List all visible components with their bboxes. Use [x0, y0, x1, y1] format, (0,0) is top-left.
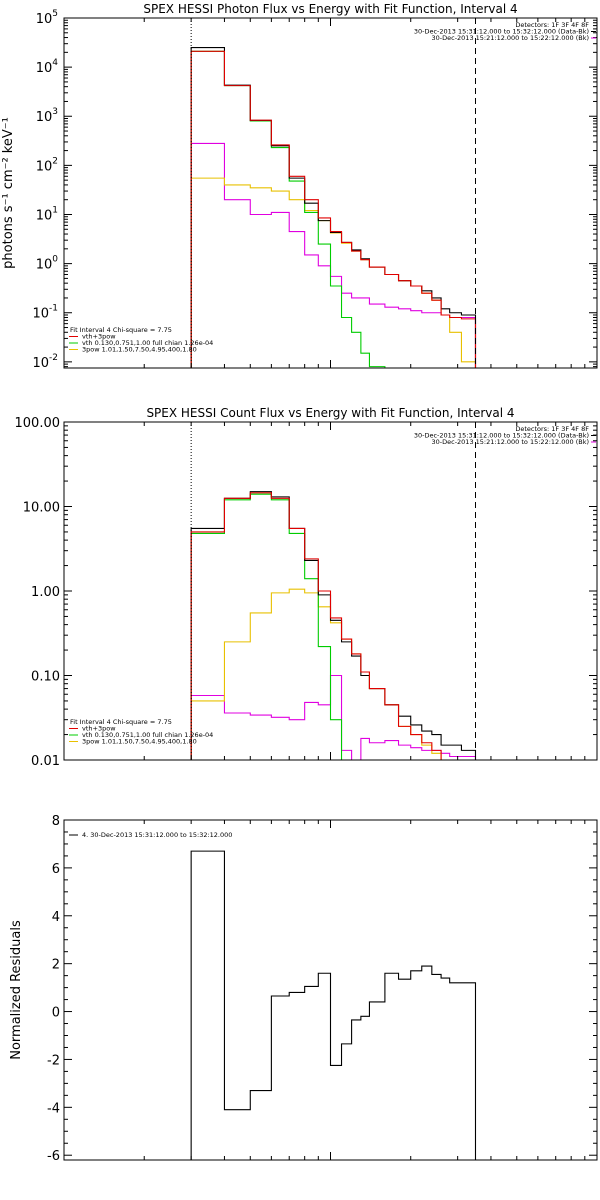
- resid-series-group: [190, 850, 477, 1160]
- count-ytick-label: 1.00: [31, 585, 60, 600]
- count-chart: SPEX HESSI Count Flux vs Energy with Fit…: [15, 406, 598, 769]
- resid-series-total: [190, 850, 477, 1160]
- photon-ytick-label: 10-1: [32, 304, 58, 322]
- photon-legend-line: vth+3pow: [82, 333, 116, 341]
- photon-frame: [63, 17, 598, 369]
- photon-ytick-label: 100: [36, 255, 59, 273]
- photon-series-vth_3pow: [190, 50, 477, 368]
- photon-chart: SPEX HESSI Photon Flux vs Energy with Fi…: [1, 2, 598, 371]
- resid-ylabel: Normalized Residuals: [9, 920, 24, 1060]
- photon-ytick-exp: 5: [52, 9, 58, 19]
- count-info-line: 30-Dec-2013 15:31:12.000 to 15:32:12.000…: [414, 432, 589, 440]
- photon-series-pow: [190, 177, 477, 368]
- photon-ytick-exp: 1: [52, 205, 58, 215]
- count-series-vth_3pow: [190, 492, 477, 760]
- photon-ytick-base: 10: [36, 159, 53, 174]
- photon-info-line: 30-Dec-2013 15:31:12.000 to 15:32:12.000…: [414, 28, 589, 36]
- count-series-group: [190, 491, 477, 760]
- count-legend-line: 3pow 1.01,1.50,7.50,4.95,400,1.80: [82, 738, 197, 746]
- photon-ytick-exp: 3: [52, 107, 58, 117]
- count-series-bk: [190, 674, 477, 760]
- photon-legend-line: 3pow 1.01,1.50,7.50,4.95,400,1.80: [82, 346, 197, 354]
- photon-ytick-label: 105: [36, 9, 58, 27]
- count-ytick-label: 100.00: [15, 416, 61, 431]
- photon-ytick-exp: 0: [52, 255, 58, 265]
- resid-ytick-label: -2: [47, 1053, 60, 1068]
- count-ytick-label: 0.10: [31, 670, 60, 685]
- count-series-vth: [190, 493, 353, 760]
- photon-ytick-label: 10-2: [32, 353, 58, 371]
- resid-ytick-label: -4: [47, 1101, 60, 1116]
- count-ytick-label: 0.01: [31, 754, 60, 769]
- photon-info-line: Detectors: 1F 3F 4F 8F: [515, 21, 589, 29]
- count-ytick-label: 10.00: [23, 501, 60, 516]
- resid-ytick-label: 2: [52, 958, 60, 973]
- resid-ytick-label: 6: [52, 862, 60, 877]
- photon-info-line: 30-Dec-2013 15:21:12.000 to 15:22:12.000…: [432, 34, 590, 42]
- photon-series-group: [190, 47, 477, 368]
- photon-legend-line: Fit Interval 4 Chi-square = 7.75: [70, 326, 172, 334]
- photon-ytick-base: 10: [32, 356, 49, 371]
- photon-series-bk: [190, 142, 477, 368]
- resid-ytick-label: -6: [47, 1149, 60, 1164]
- photon-legend-line: vth 0.130,0.751,1.00 full chian 1.26e-04: [82, 339, 213, 347]
- photon-ytick-base: 10: [36, 110, 53, 125]
- photon-ytick-base: 10: [36, 12, 53, 27]
- photon-ytick-exp: 2: [52, 156, 58, 166]
- photon-title: SPEX HESSI Photon Flux vs Energy with Fi…: [143, 2, 517, 16]
- count-series-total: [190, 491, 477, 760]
- photon-ytick-exp: 4: [52, 58, 58, 68]
- photon-ytick-label: 104: [36, 58, 59, 76]
- photon-series-vth: [190, 50, 386, 368]
- resid-chart: -6 -4 -2 0 2 4 6 8 Normalized Residuals 4. 30-Dec…: [9, 814, 598, 1164]
- resid-legend-line: 4. 30-Dec-2013 15:31:12.000 to 15:32:12.…: [82, 831, 232, 839]
- photon-ytick-base: 10: [36, 61, 53, 76]
- photon-ytick-label: 103: [36, 107, 58, 125]
- photon-ytick-base: 10: [36, 258, 53, 273]
- count-info-line: Detectors: 1F 3F 4F 8F: [515, 425, 589, 433]
- photon-ytick-base: 10: [32, 307, 49, 322]
- resid-ytick-label: 8: [52, 814, 60, 829]
- count-info-line: 30-Dec-2013 15:21:12.000 to 15:22:12.000…: [432, 438, 590, 446]
- count-title: SPEX HESSI Count Flux vs Energy with Fit…: [146, 406, 514, 420]
- photon-ytick-exp: -2: [49, 353, 58, 363]
- photon-ylabel: photons s⁻¹ cm⁻² keV⁻¹: [1, 117, 16, 269]
- photon-ytick-label: 101: [36, 205, 58, 223]
- photon-ytick-label: 102: [36, 156, 58, 174]
- resid-ytick-label: 0: [52, 1006, 60, 1021]
- photon-ytick-base: 10: [36, 208, 53, 223]
- photon-series-total: [190, 47, 477, 368]
- count-legend-line: Fit Interval 4 Chi-square = 7.75: [70, 718, 172, 726]
- photon-ytick-exp: -1: [49, 304, 58, 314]
- count-legend-line: vth+3pow: [82, 725, 116, 733]
- resid-ytick-label: 4: [52, 910, 60, 925]
- count-legend-line: vth 0.130,0.751,1.00 full chian 1.26e-04: [82, 731, 213, 739]
